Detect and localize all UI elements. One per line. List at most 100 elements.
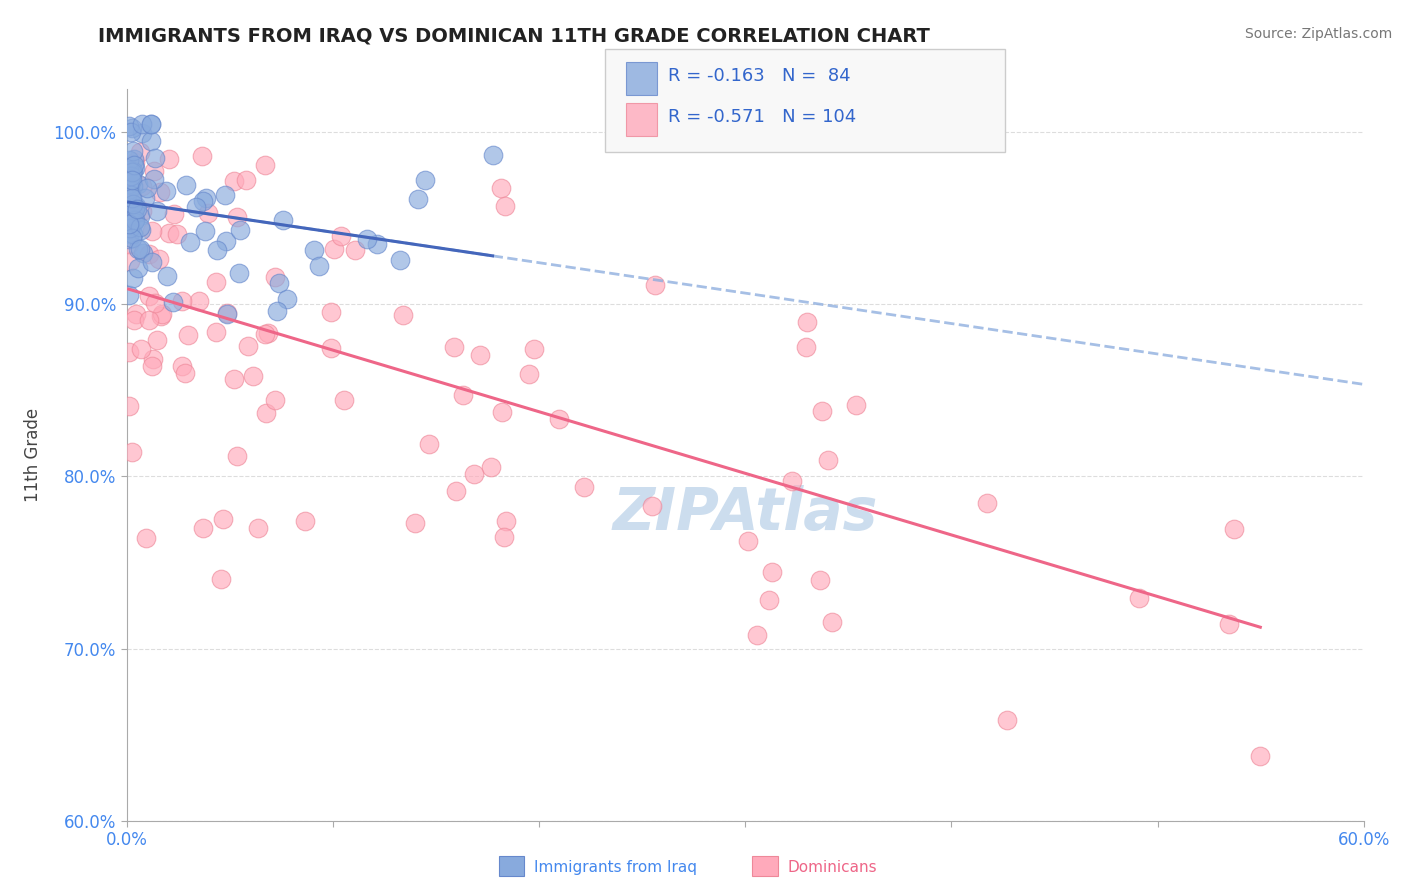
Text: ZIPAtlas: ZIPAtlas bbox=[613, 485, 877, 542]
Point bbox=[118, 232, 141, 246]
Point bbox=[143, 163, 166, 178]
Point bbox=[745, 628, 768, 642]
Point bbox=[271, 212, 294, 227]
Point bbox=[1128, 591, 1150, 605]
Point bbox=[276, 292, 298, 306]
Point bbox=[343, 243, 366, 257]
Point bbox=[194, 224, 217, 238]
Point bbox=[205, 275, 228, 289]
Point bbox=[129, 343, 152, 357]
Point bbox=[481, 148, 503, 162]
Point bbox=[1223, 522, 1246, 536]
Point bbox=[122, 271, 145, 285]
Point bbox=[157, 152, 180, 166]
Point bbox=[1249, 749, 1271, 764]
Point bbox=[148, 252, 170, 266]
Point bbox=[120, 173, 142, 187]
Point bbox=[124, 307, 146, 321]
Point bbox=[125, 202, 148, 216]
Point bbox=[321, 304, 343, 318]
Point bbox=[122, 227, 145, 241]
Point bbox=[118, 178, 141, 192]
Point bbox=[124, 155, 146, 169]
Point bbox=[124, 161, 146, 175]
Point bbox=[122, 178, 145, 193]
Point bbox=[214, 188, 236, 202]
Point bbox=[491, 405, 513, 419]
Point bbox=[761, 566, 783, 580]
Point bbox=[120, 188, 142, 202]
Point bbox=[138, 289, 160, 303]
Point bbox=[392, 308, 415, 322]
Point bbox=[821, 615, 844, 629]
Y-axis label: 11th Grade: 11th Grade bbox=[24, 408, 42, 502]
Point bbox=[302, 243, 325, 257]
Point bbox=[215, 307, 238, 321]
Point bbox=[226, 449, 249, 463]
Point bbox=[120, 254, 142, 268]
Point bbox=[131, 179, 153, 194]
Point bbox=[468, 348, 491, 362]
Point bbox=[796, 315, 818, 329]
Point bbox=[118, 164, 141, 178]
Point bbox=[127, 261, 149, 276]
Point bbox=[163, 207, 186, 221]
Point bbox=[780, 475, 803, 489]
Point bbox=[136, 181, 159, 195]
Text: R = -0.571   N = 104: R = -0.571 N = 104 bbox=[668, 108, 856, 126]
Point bbox=[127, 243, 149, 257]
Point bbox=[263, 269, 285, 284]
Text: Dominicans: Dominicans bbox=[787, 860, 877, 874]
Point bbox=[155, 185, 177, 199]
Point bbox=[446, 483, 468, 498]
Point bbox=[122, 215, 145, 229]
Point bbox=[120, 169, 142, 183]
Point bbox=[408, 192, 430, 206]
Point bbox=[172, 294, 194, 309]
Point bbox=[121, 121, 143, 136]
Point bbox=[366, 237, 388, 252]
Point bbox=[142, 352, 165, 367]
Point bbox=[143, 151, 166, 165]
Point bbox=[117, 288, 139, 302]
Point bbox=[117, 162, 139, 177]
Point bbox=[808, 574, 831, 588]
Point bbox=[319, 341, 342, 355]
Point bbox=[212, 512, 235, 526]
Point bbox=[330, 228, 353, 243]
Point bbox=[481, 459, 503, 474]
Text: R = -0.163   N =  84: R = -0.163 N = 84 bbox=[668, 67, 851, 85]
Point bbox=[418, 436, 440, 450]
Point bbox=[118, 182, 141, 196]
Point bbox=[122, 158, 145, 172]
Point bbox=[174, 178, 197, 193]
Point bbox=[253, 158, 276, 172]
Point bbox=[150, 310, 173, 324]
Point bbox=[143, 295, 166, 310]
Point bbox=[166, 227, 188, 241]
Point bbox=[141, 134, 163, 148]
Point bbox=[179, 235, 201, 250]
Point bbox=[121, 445, 143, 459]
Point bbox=[235, 173, 257, 187]
Point bbox=[758, 593, 780, 607]
Point bbox=[120, 220, 142, 235]
Point bbox=[117, 202, 139, 217]
Point bbox=[451, 388, 474, 402]
Point bbox=[121, 165, 143, 179]
Point bbox=[122, 313, 145, 327]
Point bbox=[191, 149, 214, 163]
Point bbox=[794, 340, 817, 354]
Point bbox=[121, 208, 143, 222]
Point bbox=[193, 194, 215, 209]
Point bbox=[141, 224, 163, 238]
Point bbox=[247, 521, 270, 535]
Point bbox=[117, 153, 139, 167]
Point bbox=[118, 236, 141, 251]
Point bbox=[149, 185, 172, 199]
Point bbox=[492, 530, 515, 544]
Point bbox=[443, 340, 465, 354]
Point bbox=[124, 201, 146, 215]
Point bbox=[129, 222, 152, 236]
Point bbox=[129, 242, 152, 256]
